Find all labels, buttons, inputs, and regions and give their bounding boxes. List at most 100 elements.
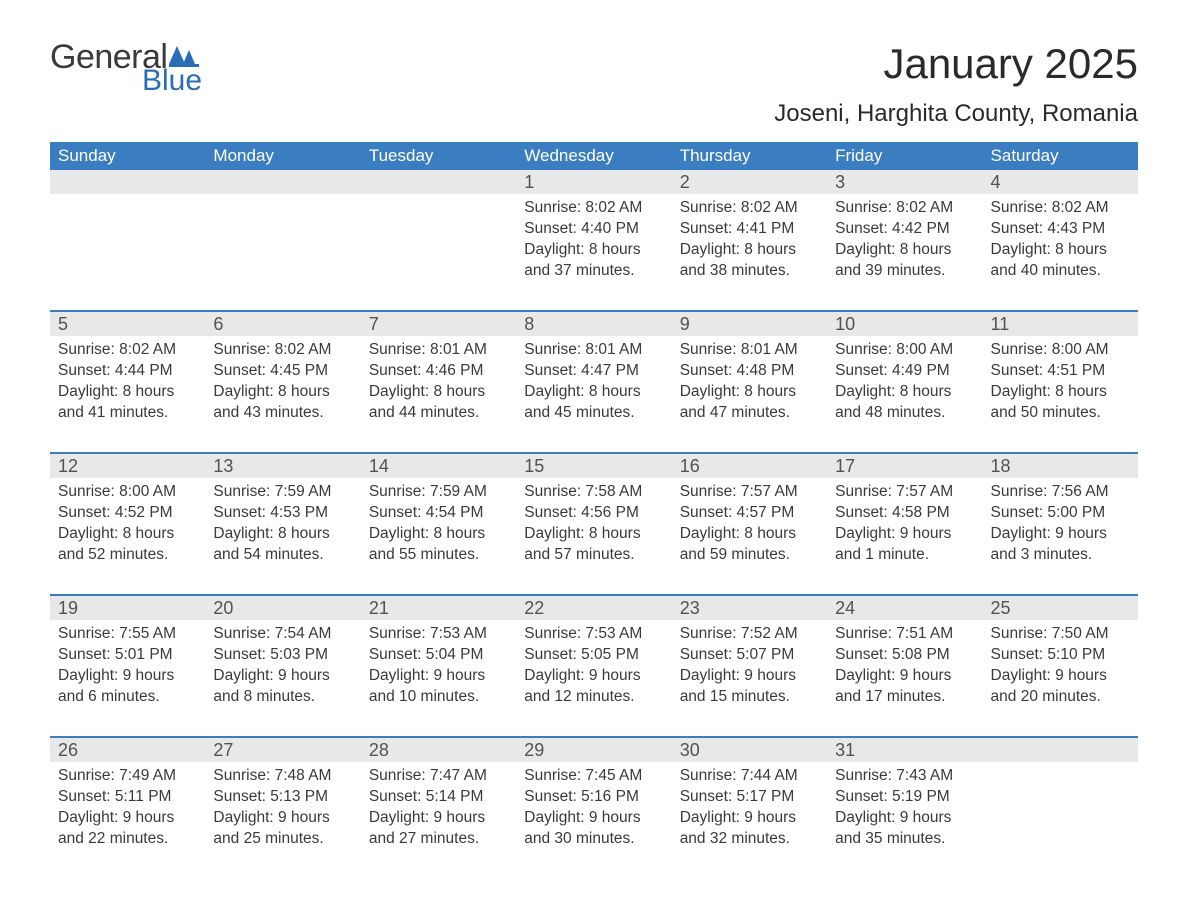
sunset-line: Sunset: 5:05 PM	[524, 645, 663, 666]
day-number: 2	[672, 170, 827, 194]
day-content: Sunrise: 8:02 AMSunset: 4:44 PMDaylight:…	[50, 336, 205, 428]
daylight-line: Daylight: 9 hours and 32 minutes.	[680, 808, 819, 850]
day-number: 17	[827, 454, 982, 478]
sunset-line: Sunset: 5:03 PM	[213, 645, 352, 666]
day-cell: 7Sunrise: 8:01 AMSunset: 4:46 PMDaylight…	[361, 312, 516, 430]
day-content: Sunrise: 8:02 AMSunset: 4:45 PMDaylight:…	[205, 336, 360, 428]
daylight-line: Daylight: 8 hours and 50 minutes.	[991, 382, 1130, 424]
sunrise-line: Sunrise: 8:01 AM	[680, 340, 819, 361]
day-cell	[50, 170, 205, 288]
day-number: 25	[983, 596, 1138, 620]
sunrise-line: Sunrise: 7:48 AM	[213, 766, 352, 787]
day-number: 20	[205, 596, 360, 620]
day-cell: 13Sunrise: 7:59 AMSunset: 4:53 PMDayligh…	[205, 454, 360, 572]
daylight-line: Daylight: 8 hours and 39 minutes.	[835, 240, 974, 282]
day-content: Sunrise: 8:02 AMSunset: 4:40 PMDaylight:…	[516, 194, 671, 286]
daylight-line: Daylight: 8 hours and 38 minutes.	[680, 240, 819, 282]
day-number: 3	[827, 170, 982, 194]
sunset-line: Sunset: 4:51 PM	[991, 361, 1130, 382]
day-number: 1	[516, 170, 671, 194]
day-number: 4	[983, 170, 1138, 194]
day-content: Sunrise: 8:02 AMSunset: 4:43 PMDaylight:…	[983, 194, 1138, 286]
day-number: 10	[827, 312, 982, 336]
sunrise-line: Sunrise: 7:55 AM	[58, 624, 197, 645]
sunset-line: Sunset: 5:07 PM	[680, 645, 819, 666]
day-number: 12	[50, 454, 205, 478]
sunset-line: Sunset: 5:13 PM	[213, 787, 352, 808]
sunset-line: Sunset: 4:45 PM	[213, 361, 352, 382]
day-number	[361, 170, 516, 194]
day-cell: 28Sunrise: 7:47 AMSunset: 5:14 PMDayligh…	[361, 738, 516, 856]
weekday-saturday: Saturday	[983, 146, 1138, 166]
day-cell: 5Sunrise: 8:02 AMSunset: 4:44 PMDaylight…	[50, 312, 205, 430]
daylight-line: Daylight: 9 hours and 6 minutes.	[58, 666, 197, 708]
sunset-line: Sunset: 5:16 PM	[524, 787, 663, 808]
day-number: 28	[361, 738, 516, 762]
day-number: 26	[50, 738, 205, 762]
title-block: January 2025 Joseni, Harghita County, Ro…	[774, 40, 1138, 128]
sunrise-line: Sunrise: 7:59 AM	[369, 482, 508, 503]
sunset-line: Sunset: 4:53 PM	[213, 503, 352, 524]
sunset-line: Sunset: 5:10 PM	[991, 645, 1130, 666]
sunset-line: Sunset: 5:14 PM	[369, 787, 508, 808]
day-cell: 2Sunrise: 8:02 AMSunset: 4:41 PMDaylight…	[672, 170, 827, 288]
sunset-line: Sunset: 5:00 PM	[991, 503, 1130, 524]
day-cell: 23Sunrise: 7:52 AMSunset: 5:07 PMDayligh…	[672, 596, 827, 714]
day-cell: 29Sunrise: 7:45 AMSunset: 5:16 PMDayligh…	[516, 738, 671, 856]
day-cell: 10Sunrise: 8:00 AMSunset: 4:49 PMDayligh…	[827, 312, 982, 430]
day-cell: 27Sunrise: 7:48 AMSunset: 5:13 PMDayligh…	[205, 738, 360, 856]
sunset-line: Sunset: 4:42 PM	[835, 219, 974, 240]
day-content: Sunrise: 7:57 AMSunset: 4:58 PMDaylight:…	[827, 478, 982, 570]
daylight-line: Daylight: 9 hours and 1 minute.	[835, 524, 974, 566]
day-content: Sunrise: 8:02 AMSunset: 4:41 PMDaylight:…	[672, 194, 827, 286]
day-number: 24	[827, 596, 982, 620]
day-content: Sunrise: 7:57 AMSunset: 4:57 PMDaylight:…	[672, 478, 827, 570]
day-cell	[205, 170, 360, 288]
day-number: 23	[672, 596, 827, 620]
day-cell: 12Sunrise: 8:00 AMSunset: 4:52 PMDayligh…	[50, 454, 205, 572]
day-cell: 4Sunrise: 8:02 AMSunset: 4:43 PMDaylight…	[983, 170, 1138, 288]
day-content: Sunrise: 7:44 AMSunset: 5:17 PMDaylight:…	[672, 762, 827, 854]
sunrise-line: Sunrise: 8:00 AM	[835, 340, 974, 361]
sunset-line: Sunset: 5:17 PM	[680, 787, 819, 808]
daylight-line: Daylight: 9 hours and 15 minutes.	[680, 666, 819, 708]
day-cell: 24Sunrise: 7:51 AMSunset: 5:08 PMDayligh…	[827, 596, 982, 714]
sunrise-line: Sunrise: 8:01 AM	[369, 340, 508, 361]
daylight-line: Daylight: 8 hours and 45 minutes.	[524, 382, 663, 424]
day-cell: 3Sunrise: 8:02 AMSunset: 4:42 PMDaylight…	[827, 170, 982, 288]
daylight-line: Daylight: 9 hours and 35 minutes.	[835, 808, 974, 850]
weekday-monday: Monday	[205, 146, 360, 166]
sunset-line: Sunset: 4:48 PM	[680, 361, 819, 382]
day-cell: 17Sunrise: 7:57 AMSunset: 4:58 PMDayligh…	[827, 454, 982, 572]
weekday-wednesday: Wednesday	[516, 146, 671, 166]
day-content: Sunrise: 7:45 AMSunset: 5:16 PMDaylight:…	[516, 762, 671, 854]
daylight-line: Daylight: 8 hours and 55 minutes.	[369, 524, 508, 566]
location-text: Joseni, Harghita County, Romania	[774, 100, 1138, 128]
day-content: Sunrise: 8:01 AMSunset: 4:46 PMDaylight:…	[361, 336, 516, 428]
day-content: Sunrise: 7:59 AMSunset: 4:53 PMDaylight:…	[205, 478, 360, 570]
sunset-line: Sunset: 5:01 PM	[58, 645, 197, 666]
weekday-friday: Friday	[827, 146, 982, 166]
day-content: Sunrise: 7:58 AMSunset: 4:56 PMDaylight:…	[516, 478, 671, 570]
day-content: Sunrise: 8:01 AMSunset: 4:47 PMDaylight:…	[516, 336, 671, 428]
day-content: Sunrise: 7:43 AMSunset: 5:19 PMDaylight:…	[827, 762, 982, 854]
day-content: Sunrise: 7:53 AMSunset: 5:04 PMDaylight:…	[361, 620, 516, 712]
sunrise-line: Sunrise: 7:47 AM	[369, 766, 508, 787]
day-cell: 8Sunrise: 8:01 AMSunset: 4:47 PMDaylight…	[516, 312, 671, 430]
day-content: Sunrise: 7:51 AMSunset: 5:08 PMDaylight:…	[827, 620, 982, 712]
sunrise-line: Sunrise: 8:02 AM	[680, 198, 819, 219]
day-cell: 19Sunrise: 7:55 AMSunset: 5:01 PMDayligh…	[50, 596, 205, 714]
sunset-line: Sunset: 4:46 PM	[369, 361, 508, 382]
day-content: Sunrise: 7:59 AMSunset: 4:54 PMDaylight:…	[361, 478, 516, 570]
daylight-line: Daylight: 9 hours and 12 minutes.	[524, 666, 663, 708]
day-number: 21	[361, 596, 516, 620]
sunset-line: Sunset: 4:43 PM	[991, 219, 1130, 240]
calendar: Sunday Monday Tuesday Wednesday Thursday…	[50, 142, 1138, 856]
sunset-line: Sunset: 5:08 PM	[835, 645, 974, 666]
sunrise-line: Sunrise: 8:02 AM	[58, 340, 197, 361]
sunrise-line: Sunrise: 8:02 AM	[991, 198, 1130, 219]
weekday-sunday: Sunday	[50, 146, 205, 166]
sunset-line: Sunset: 4:49 PM	[835, 361, 974, 382]
sunrise-line: Sunrise: 7:43 AM	[835, 766, 974, 787]
day-number	[983, 738, 1138, 762]
